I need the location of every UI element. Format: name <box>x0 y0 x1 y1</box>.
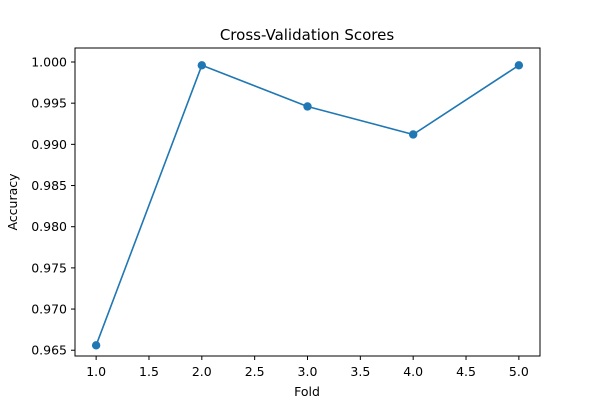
x-tick-label: 2.5 <box>245 364 265 379</box>
y-tick-label: 0.970 <box>31 302 67 317</box>
x-tick-label: 2.0 <box>192 364 212 379</box>
chart-title: Cross-Validation Scores <box>220 26 395 44</box>
y-axis-label: Accuracy <box>5 173 20 231</box>
x-tick-label: 1.5 <box>139 364 159 379</box>
x-tick-label: 5.0 <box>509 364 529 379</box>
y-axis: 0.965 0.970 0.975 0.980 0.985 0.990 0.995 1.000 <box>31 55 75 358</box>
x-tick-label: 3.5 <box>350 364 370 379</box>
data-point <box>514 61 524 70</box>
y-tick-label: 0.965 <box>31 343 67 358</box>
y-tick-label: 0.975 <box>31 260 67 275</box>
x-tick-label: 4.5 <box>456 364 476 379</box>
data-point <box>408 130 418 139</box>
series-layer <box>91 61 524 350</box>
y-tick-label: 0.980 <box>31 219 67 234</box>
x-axis-label: Fold <box>294 384 320 399</box>
x-tick-label: 1.0 <box>86 364 106 379</box>
y-tick-label: 0.995 <box>31 96 67 111</box>
x-tick-label: 4.0 <box>403 364 423 379</box>
plot-frame <box>74 47 541 357</box>
x-axis: 1.0 1.5 2.0 2.5 3.0 3.5 4.0 4.5 5.0 <box>86 356 529 379</box>
x-tick-label: 3.0 <box>298 364 318 379</box>
plot-area <box>74 47 541 357</box>
y-tick-label: 0.985 <box>31 178 67 193</box>
data-point <box>197 61 207 70</box>
y-tick-label: 1.000 <box>31 55 67 70</box>
y-tick-label: 0.990 <box>31 137 67 152</box>
data-point <box>303 102 312 111</box>
data-point <box>91 341 101 350</box>
